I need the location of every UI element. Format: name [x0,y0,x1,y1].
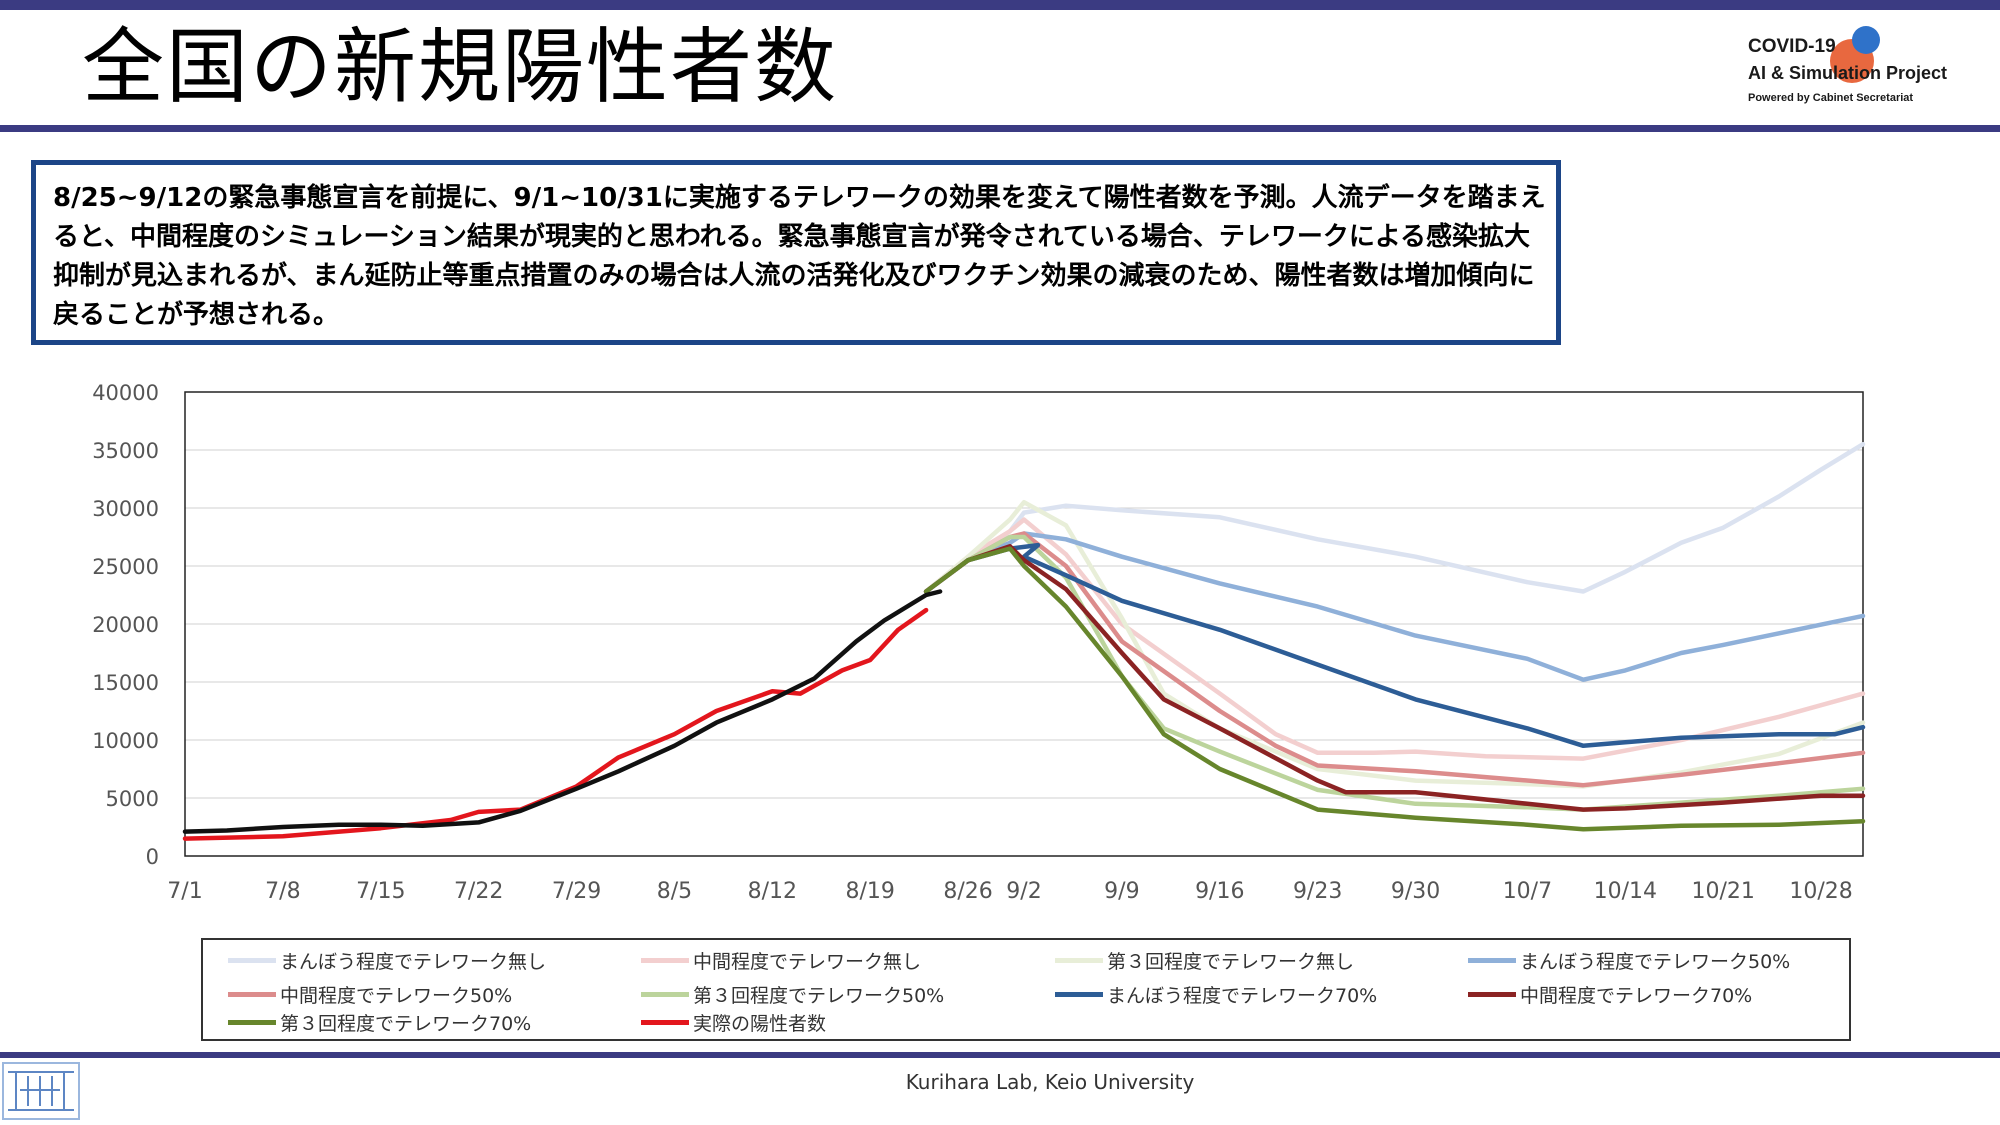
legend-swatch [641,1019,689,1025]
brand-line-powered: Powered by Cabinet Secretariat [1748,92,1914,104]
y-tick-label: 40000 [92,381,159,405]
legend-item: 第３回程度でテレワーク70% [228,1006,531,1038]
title-rule [0,125,2000,132]
chart: 0 5000 10000 15000 20000 25000 30000 35000 40000… [0,370,2000,1055]
legend-item: 第３回程度でテレワーク無し [1055,944,1354,976]
series-line-8 [923,546,1866,832]
legend-label: 中間程度でテレワーク無し [693,950,922,973]
brand-logo: COVID-19 AI & Simulation Project Powered… [1748,26,1988,120]
top-band [0,0,2000,10]
y-tick-label: 25000 [92,555,159,579]
x-tick-label: 7/8 [265,879,300,904]
footer-credit: Kurihara Lab, Keio University [905,1070,1195,1094]
series-line-4 [923,531,1866,788]
x-tick-label: 8/12 [748,879,797,904]
x-tick-label: 9/9 [1104,879,1139,904]
legend-item: 第３回程度でテレワーク50% [641,978,944,1010]
legend-swatch [1468,957,1516,963]
x-tick-label: 8/19 [845,879,894,904]
brand-line-project: AI & Simulation Project [1748,63,1948,83]
x-tick-label: 7/15 [356,879,405,904]
x-tick-label: 7/29 [552,879,601,904]
legend-swatch [228,1019,276,1025]
legend-label: 第３回程度でテレワーク70% [280,1012,532,1035]
legend-label: 中間程度でテレワーク50% [280,984,513,1007]
y-tick-label: 10000 [92,729,159,753]
legend-swatch [1055,957,1103,963]
legend-label: 第３回程度でテレワーク50% [693,984,945,1007]
legend-item: 実際の陽性者数 [641,1006,826,1038]
legend-swatch [228,957,276,963]
series-line-1 [923,517,1866,761]
bottom-rule [0,1052,2000,1058]
chart-legend: まんぼう程度でテレワーク無し 中間程度でテレワーク無し 第３回程度でテレワーク無しま… [201,938,1851,1041]
legend-label: 中間程度でテレワーク70% [1520,984,1753,1007]
legend-label: 第３回程度でテレワーク無し [1107,950,1355,973]
series-line-6 [923,542,1866,749]
line-chart: 0 5000 10000 15000 20000 25000 30000 35000 40000… [92,381,1866,904]
x-tick-label: 9/30 [1391,879,1440,904]
page-title: 全国の新規陽性者数 [82,20,839,115]
legend-item: 中間程度でテレワーク50% [228,978,512,1010]
x-tick-label: 9/16 [1195,879,1244,904]
legend-label: まんぼう程度でテレワーク50% [1520,950,1791,973]
x-tick-label: 10/7 [1503,879,1552,904]
legend-swatch [641,991,689,997]
series-line-7 [923,544,1866,812]
x-tick-label: 8/5 [657,879,692,904]
legend-item: まんぼう程度でテレワーク70% [1055,978,1377,1010]
series-line-10 [182,589,943,834]
x-tick-label: 7/1 [167,879,202,904]
y-tick-label: 20000 [92,613,159,637]
logo-blue-dot [1852,26,1880,54]
legend-swatch [1055,991,1103,997]
legend-swatch [228,991,276,997]
legend-swatch [1468,991,1516,997]
summary-text: 8/25~9/12の緊急事態宣言を前提に、9/1~10/31に実施するテレワーク… [53,183,1546,330]
legend-item: まんぼう程度でテレワーク無し [228,944,546,976]
y-tick-label: 30000 [92,497,159,521]
x-tick-label: 7/22 [454,879,503,904]
brand-line-covid: COVID-19 [1748,36,1836,57]
legend-item: まんぼう程度でテレワーク50% [1468,944,1790,976]
x-tick-label: 10/14 [1594,879,1657,904]
plot-border [184,391,1864,857]
y-tick-label: 35000 [92,439,159,463]
legend-label: まんぼう程度でテレワーク70% [1107,984,1378,1007]
x-tick-label: 8/26 [943,879,992,904]
series-line-9 [182,607,929,841]
summary-box: 8/25~9/12の緊急事態宣言を前提に、9/1~10/31に実施するテレワーク… [31,160,1561,345]
legend-label: まんぼう程度でテレワーク無し [280,950,547,973]
legend-label: 実際の陽性者数 [693,1012,827,1035]
y-tick-label: 15000 [92,671,159,695]
y-tick-label: 0 [146,845,159,869]
legend-item: 中間程度でテレワーク70% [1468,978,1752,1010]
legend-item: 中間程度でテレワーク無し [641,944,921,976]
x-tick-label: 10/28 [1789,879,1852,904]
series-line-0 [923,441,1866,594]
lab-logo [2,1062,80,1120]
x-tick-label: 9/2 [1006,879,1041,904]
legend-swatch [641,957,689,963]
x-tick-label: 9/23 [1293,879,1342,904]
y-tick-label: 5000 [106,787,159,811]
x-tick-label: 10/21 [1691,879,1754,904]
